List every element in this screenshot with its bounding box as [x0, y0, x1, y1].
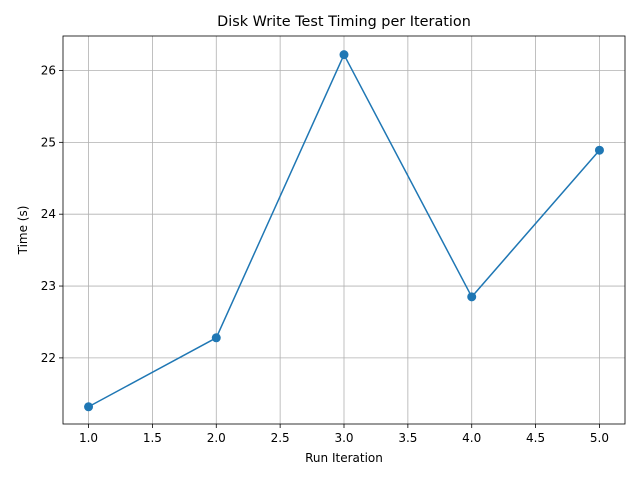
y-tick-label: 24 [41, 207, 56, 221]
data-point [84, 402, 94, 412]
x-tick-label: 2.5 [271, 431, 290, 445]
data-point [594, 145, 604, 155]
data-point [339, 50, 349, 60]
y-axis-label: Time (s) [16, 206, 30, 256]
y-tick-label: 26 [41, 63, 56, 77]
series-layer [84, 50, 604, 412]
data-point [467, 292, 477, 302]
x-tick-label: 3.5 [398, 431, 417, 445]
x-tick-label: 5.0 [590, 431, 609, 445]
data-point [211, 333, 221, 343]
x-tick-label: 4.5 [526, 431, 545, 445]
chart-title: Disk Write Test Timing per Iteration [217, 14, 471, 30]
x-tick-label: 4.0 [462, 431, 481, 445]
x-tick-label: 1.5 [143, 431, 162, 445]
x-tick-label: 3.0 [334, 431, 353, 445]
y-tick-label: 22 [41, 351, 56, 365]
x-tick-label: 2.0 [207, 431, 226, 445]
x-tick-label: 1.0 [79, 431, 98, 445]
axis-ticks: 1.0 1.5 2.0 2.5 3.0 3.5 4.0 4.5 5.0 22 23 24 25 26 [41, 63, 609, 445]
grid-lines [63, 36, 625, 424]
y-tick-label: 23 [41, 279, 56, 293]
y-tick-label: 25 [41, 135, 56, 149]
x-axis-label: Run Iteration [305, 451, 383, 465]
